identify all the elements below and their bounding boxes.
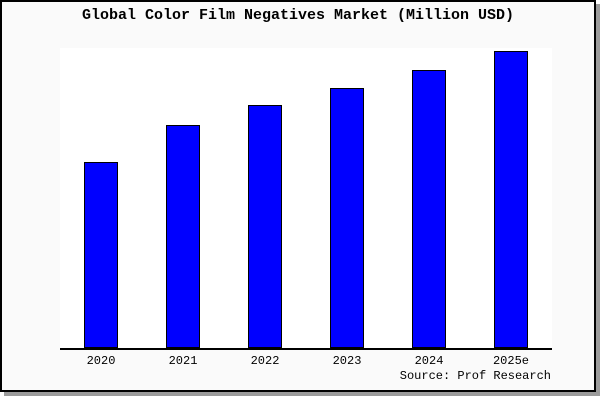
x-tick-label: 2025e (492, 354, 529, 368)
x-tick-label: 2022 (250, 354, 280, 368)
x-axis-labels: 2020 2021 2022 2023 2024 2025e (60, 354, 552, 368)
bar-slot (470, 48, 552, 348)
x-tick-label: 2024 (414, 354, 444, 368)
bar-2023 (330, 88, 364, 348)
bar-slot (142, 48, 224, 348)
source-credit: Source: Prof Research (399, 369, 551, 383)
bar-slot (224, 48, 306, 348)
bar-2024 (412, 70, 446, 348)
bar-2022 (248, 105, 282, 348)
bar-slot (60, 48, 142, 348)
bar-2025e (494, 51, 528, 348)
plot-area (60, 48, 552, 350)
x-tick-label: 2021 (168, 354, 198, 368)
bar-slot (388, 48, 470, 348)
x-tick-label: 2020 (86, 354, 116, 368)
chart-title: Global Color Film Negatives Market (Mill… (81, 7, 515, 24)
bar-slot (306, 48, 388, 348)
x-tick-label: 2023 (332, 354, 362, 368)
bar-2021 (166, 125, 200, 348)
bar-2020 (84, 162, 118, 348)
